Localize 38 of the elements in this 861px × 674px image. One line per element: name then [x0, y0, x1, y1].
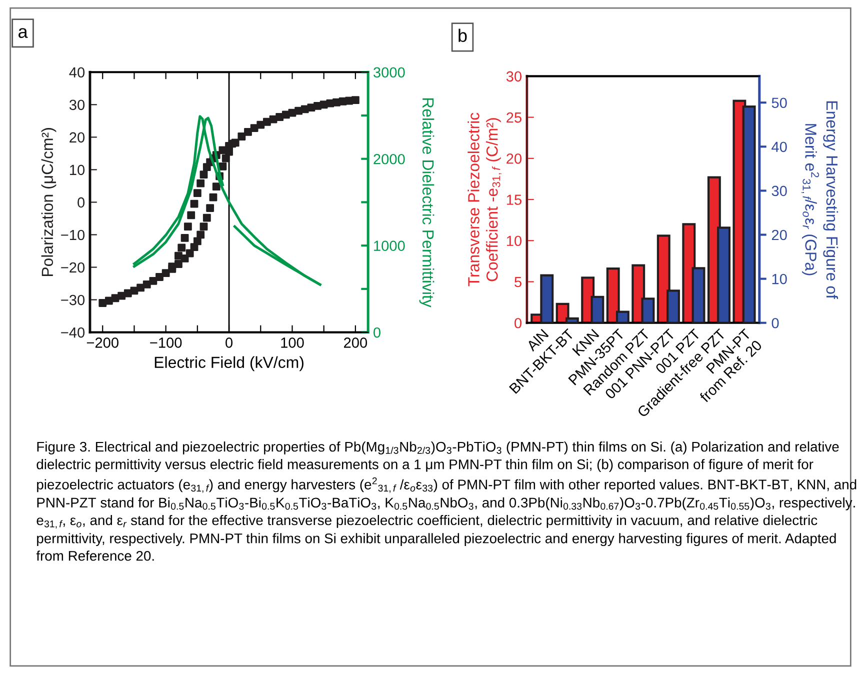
y-tick-label: 30 — [69, 100, 85, 110]
y2-tick-label: 40 — [772, 142, 787, 152]
y-tick-label: −10 — [61, 230, 85, 240]
y2-tick-label: 50 — [772, 98, 787, 108]
y-tick-label: 30 — [506, 71, 522, 82]
x-tick-label: −200 — [86, 338, 118, 348]
x-tick-label: 0 — [226, 338, 233, 348]
y-tick-label: 40 — [69, 67, 85, 78]
x-tick-label: 100 — [281, 338, 304, 348]
y2-axis-title: Relative Dielectric Permittivity — [419, 98, 434, 308]
y-tick-label: −40 — [61, 327, 85, 338]
y2-tick-label: 10 — [772, 274, 787, 284]
text: Figure 3. Electrical and piezoelectric properties of Pb(Mg$_{1/3}$Nb$_{2/3}$)O$_{3}$-PbTiO$_{3}$ (PMN-PT) thin films on Si. (a) Polarization and relative dielectric permittivity versus electric field measurements on a 1 μm PMN-PT thin film on Si; (b) comparison of figure of merit for piezoelectric actuators (e$_{31,f}$) and energy harvesters (e$^{2}$$_{31,f}$ /ε$_{o}$ε$_{33}$) of PMN-PT film with other reported values. BNT-BKT-BT, KNN, and PNN-PZT stand for Bi$_{0.5}$Na$_{0.5}$TiO$_{3}$-Bi$_{0.5}$K$_{0.5}$TiO$_{3}$-BaTiO$_{3}$, K$_{0.5}$Na$_{0.5}$NbO$_{3}$, and 0.3Pb(Ni$_{0.33}$Nb$_{0.67}$)O$_{3}$-0.7Pb(Zr$_{0.45}$Ti$_{0.55}$)O$_{3}$, respectively. e$_{31,f}$, ε$_{o}$, and ε$_{r}$ stand for the effective transverse piezoelectric coefficient, dielectric permittivity in vacuum, and relative dielectric permittivity, respectively. PMN-PT thin films on Si exhibit unparalleled piezoelectric and energy harvesting figures of merit. Adapted from Reference 20. — [36, 441, 856, 561]
x-axis-title: Electric Field (kV/cm) — [154, 356, 304, 372]
y-axis-title: Transverse Piezoelectric Coefficient -e$_{31,f}$ (C/m²) — [468, 112, 502, 286]
x-tick-label: 200 — [344, 338, 368, 348]
y-tick-label: 5 — [514, 276, 522, 288]
text: Energy Harvesting Figure of Merit e$^{2}$$_{31,f}$/ε$_{o}$ε$_{r}$ (GPa) — [801, 101, 838, 299]
y2-tick-label: 2000 — [374, 154, 405, 164]
y-tick-label: 10 — [506, 236, 522, 246]
y-tick-label: 25 — [506, 112, 522, 123]
y-tick-label: 20 — [506, 153, 522, 164]
y-tick-label: −30 — [61, 294, 85, 306]
y-tick-label: −20 — [61, 262, 85, 273]
y-tick-label: 15 — [506, 194, 522, 205]
y2-tick-label: 30 — [772, 186, 787, 196]
y2-tick-label: 0 — [772, 318, 779, 328]
y-axis-title: Polarization (μC/cm²) — [41, 128, 56, 276]
y2-tick-label: 1000 — [374, 240, 405, 251]
x-tick-label: −100 — [150, 338, 182, 348]
y-tick-label: 10 — [70, 164, 85, 176]
text: b — [458, 28, 467, 42]
y-tick-label: 0 — [78, 197, 85, 208]
y2-tick-label: 20 — [772, 230, 787, 240]
y-tick-label: 0 — [514, 318, 522, 328]
text: a — [18, 28, 28, 38]
y-tick-label: 20 — [70, 132, 85, 143]
y2-tick-label: 3000 — [373, 67, 405, 78]
